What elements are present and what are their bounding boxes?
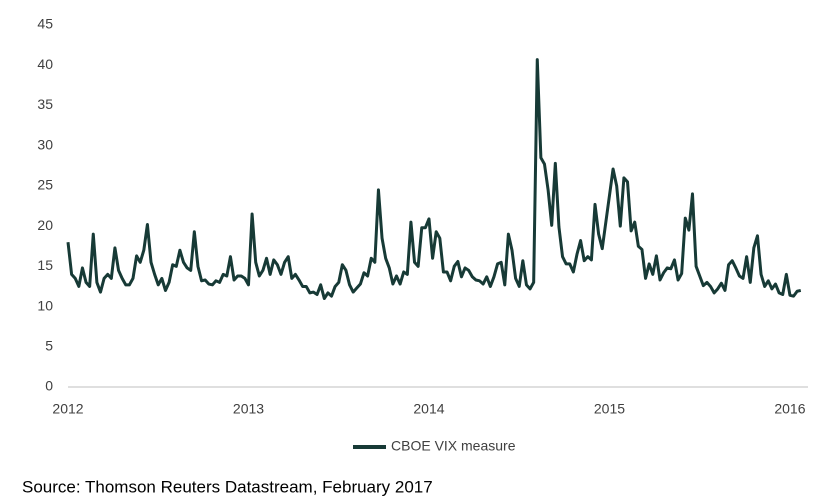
y-tick-label: 5	[45, 337, 53, 353]
x-tick-label: 2016	[774, 401, 805, 417]
y-tick-label: 45	[37, 16, 53, 32]
y-tick-label: 25	[37, 177, 53, 193]
y-tick-label: 0	[45, 378, 53, 394]
y-tick-label: 40	[37, 56, 53, 72]
y-tick-label: 30	[37, 136, 53, 152]
legend-label: CBOE VIX measure	[391, 438, 516, 454]
y-tick-label: 35	[37, 96, 53, 112]
line-series	[66, 58, 802, 301]
x-tick-label: 2015	[594, 401, 625, 417]
x-tick-label: 2014	[413, 401, 444, 417]
x-tick-label: 2012	[52, 401, 83, 417]
source-note: Source: Thomson Reuters Datastream, Febr…	[22, 477, 433, 496]
y-tick-label: 10	[37, 297, 53, 313]
y-tick-label: 20	[37, 217, 53, 233]
y-tick-label: 15	[37, 257, 53, 273]
x-tick-label: 2013	[233, 401, 264, 417]
